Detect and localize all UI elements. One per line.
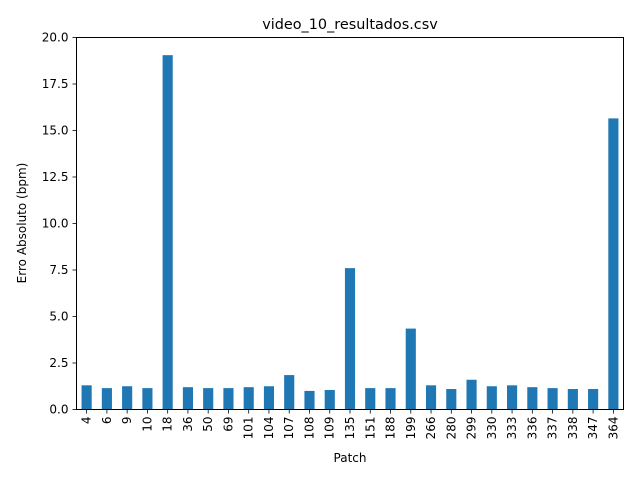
y-tick-label: 17.5 [42,77,69,91]
bar-280 [446,389,457,410]
bar-109 [324,389,335,410]
y-tick-label: 2.5 [49,356,68,370]
y-axis-ticks: 0.0 2.5 5.0 7.5 10.0 12.5 15.0 17.5 20.0 [42,31,77,417]
x-tick-label: 107 [282,417,296,440]
x-tick-label: 18 [161,417,175,432]
x-tick-label: 151 [363,417,377,440]
plot-area-frame [76,37,624,410]
x-tick-label: 6 [100,417,114,425]
x-tick-label: 69 [221,417,235,432]
bar-107 [284,375,295,410]
x-tick-label: 101 [242,417,256,440]
bar-364 [608,118,619,410]
bar-188 [385,388,396,410]
bar-10 [142,388,153,410]
y-tick-label: 12.5 [42,170,69,184]
x-tick-label: 108 [302,417,316,440]
bar-104 [263,386,275,410]
bar-299 [466,379,477,410]
chart-title: video_10_resultados.csv [262,17,438,33]
x-tick-label: 333 [505,417,519,440]
bar-108 [304,390,315,410]
bar-50 [203,388,214,410]
x-tick-label: 109 [323,417,337,440]
x-tick-label: 36 [181,417,195,432]
x-tick-label: 347 [586,417,600,440]
bar-135 [344,268,356,410]
x-axis-label: Patch [334,451,367,465]
y-tick-label: 15.0 [42,124,69,138]
y-axis-label: Erro Absoluto (bpm) [15,163,29,284]
bar-333 [507,385,518,410]
y-tick-label: 7.5 [49,263,68,277]
x-axis-ticks: 4 6 9 10 18 36 50 69 101 104 107 108 109 135 151 188 199… [80,409,620,440]
bar-330 [486,386,497,410]
bar-9 [122,386,133,410]
x-tick-label: 280 [444,417,458,440]
bar-347 [588,389,599,410]
bars [81,55,619,410]
bar-338 [567,389,578,410]
y-tick-label: 20.0 [42,31,69,45]
x-tick-label: 337 [546,417,560,440]
y-tick-label: 0.0 [49,403,68,417]
x-tick-label: 338 [566,417,580,440]
x-tick-label: 104 [262,417,276,440]
x-tick-label: 10 [140,417,154,432]
x-tick-label: 4 [80,417,94,425]
x-tick-label: 266 [424,417,438,440]
x-tick-label: 330 [485,417,499,440]
x-tick-label: 299 [465,417,479,440]
bar-337 [547,388,558,410]
bar-151 [365,388,376,410]
bar-36 [182,387,193,410]
x-tick-label: 50 [201,417,215,432]
bar-101 [243,387,254,410]
bar-199 [405,328,416,410]
bar-18 [162,55,173,410]
x-tick-label: 9 [120,417,134,425]
bar-6 [101,388,112,410]
bar-4 [81,385,92,410]
bar-336 [527,387,538,410]
y-tick-label: 5.0 [49,310,68,324]
y-tick-label: 10.0 [42,217,69,231]
x-tick-label: 364 [606,417,620,440]
x-tick-label: 199 [404,417,418,440]
bar-69 [223,388,234,410]
x-tick-label: 336 [525,417,539,440]
bar-266 [425,385,437,410]
x-tick-label: 188 [384,417,398,440]
x-tick-label: 135 [343,417,357,440]
